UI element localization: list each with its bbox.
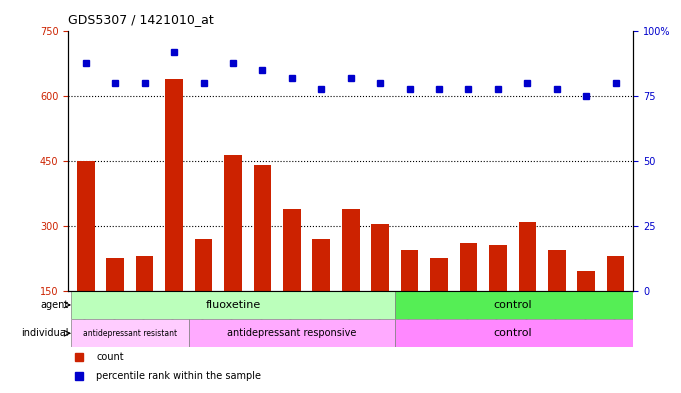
Bar [165, 79, 183, 356]
Text: antidepressant resistant: antidepressant resistant [83, 329, 177, 338]
Text: control: control [493, 328, 532, 338]
Bar [71, 319, 189, 347]
Bar [607, 256, 624, 356]
Bar [77, 161, 95, 356]
Text: percentile rank within the sample: percentile rank within the sample [97, 371, 262, 381]
Bar [395, 319, 645, 347]
Text: count: count [97, 352, 124, 362]
Bar [195, 239, 212, 356]
Text: individual: individual [21, 328, 68, 338]
Bar [518, 222, 536, 356]
Bar [136, 256, 153, 356]
Bar [489, 245, 507, 356]
Bar [342, 209, 360, 356]
Bar [460, 243, 477, 356]
Bar [577, 271, 595, 356]
Text: fluoxetine: fluoxetine [206, 300, 261, 310]
Bar [313, 239, 330, 356]
Bar [253, 165, 271, 356]
Bar [224, 154, 242, 356]
Text: agent: agent [40, 300, 68, 310]
Text: antidepressant responsive: antidepressant responsive [227, 328, 357, 338]
Bar [106, 259, 124, 356]
Bar [395, 291, 645, 319]
Text: GDS5307 / 1421010_at: GDS5307 / 1421010_at [68, 13, 214, 26]
Bar [400, 250, 418, 356]
Bar [548, 250, 566, 356]
Bar [283, 209, 301, 356]
Bar [371, 224, 389, 356]
Bar [430, 259, 448, 356]
Text: control: control [493, 300, 532, 310]
Bar [189, 319, 395, 347]
Bar [71, 291, 395, 319]
